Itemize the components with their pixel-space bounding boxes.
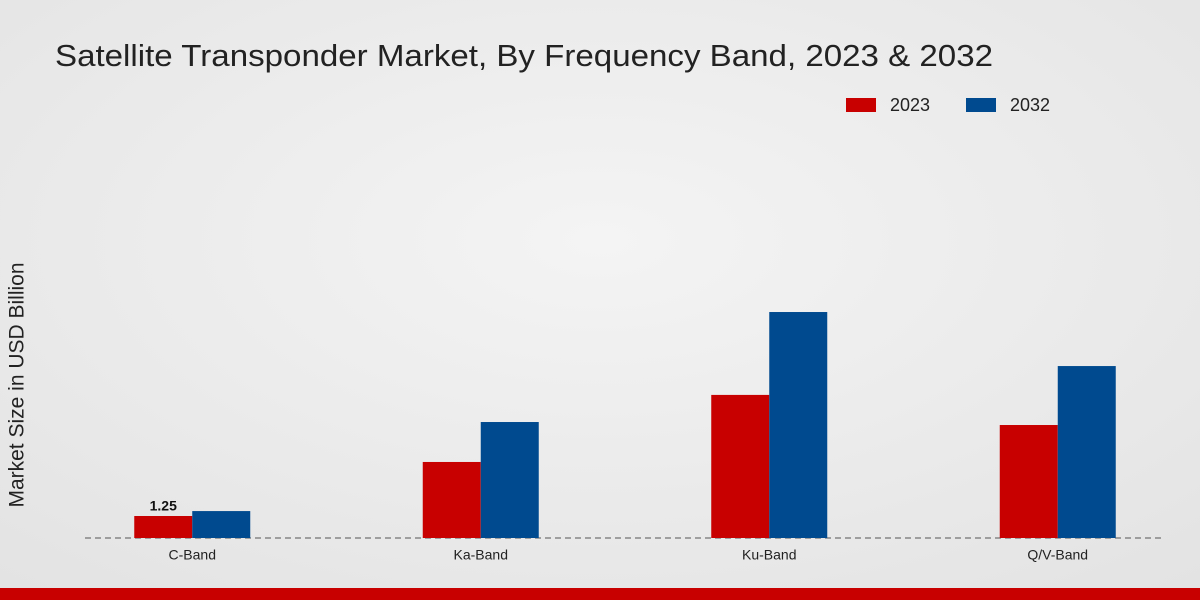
bar [711, 394, 770, 538]
data-label: 1.25 [150, 498, 177, 514]
bar [999, 425, 1058, 538]
bar [422, 461, 481, 538]
bar [769, 312, 828, 538]
x-tick-label: Ku-Band [742, 547, 796, 563]
bar [480, 422, 539, 538]
bar [192, 511, 251, 538]
x-tick-label: Ka-Band [454, 547, 508, 563]
bar [134, 516, 193, 538]
x-tick-label: C-Band [169, 547, 216, 563]
legend-swatch [846, 98, 876, 112]
legend-label: 2023 [890, 95, 930, 115]
x-tick-label: Q/V-Band [1027, 547, 1088, 563]
legend-label: 2032 [1010, 95, 1050, 115]
chart-title: Satellite Transponder Market, By Frequen… [55, 38, 993, 73]
y-axis-label: Market Size in USD Billion [6, 262, 29, 507]
footer-bar [0, 588, 1200, 600]
legend-swatch [966, 98, 996, 112]
bar [1057, 366, 1116, 538]
